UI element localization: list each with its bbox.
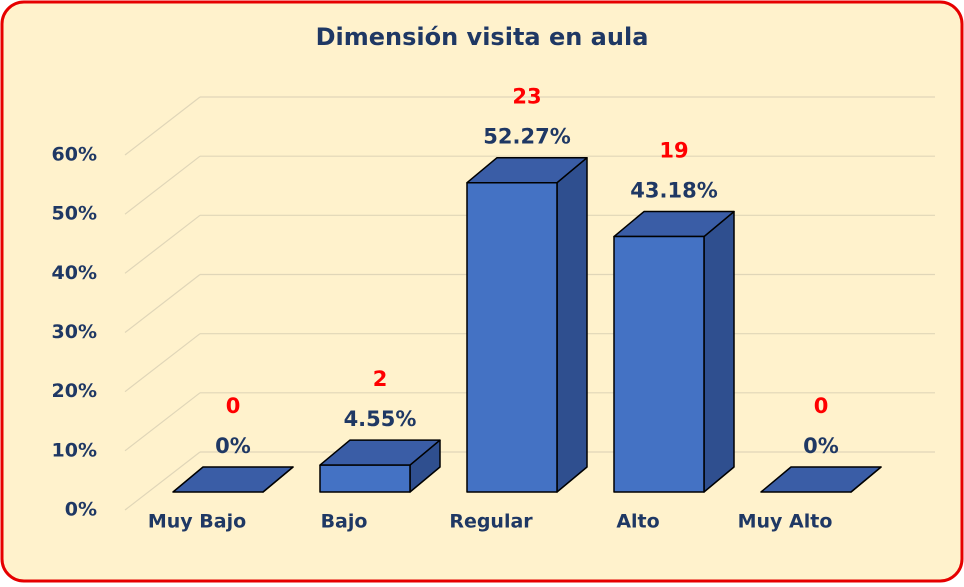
y-tick-label: 60% (52, 144, 97, 166)
x-tick-label: Regular (449, 511, 533, 533)
bar-top (172, 466, 294, 493)
count-label: 0 (814, 394, 829, 418)
grid-line (124, 451, 201, 511)
bar-side (703, 210, 735, 493)
chart-title: Dimensión visita en aula (316, 23, 649, 51)
bar (613, 235, 705, 493)
value-label: 4.55% (344, 407, 417, 431)
grid-line (124, 96, 201, 156)
y-tick-label: 50% (52, 203, 97, 225)
count-label: 2 (373, 367, 388, 391)
x-tick-label: Muy Bajo (148, 511, 246, 533)
grid-line (124, 392, 201, 452)
value-label: 0% (215, 434, 251, 458)
bar-side (556, 156, 588, 493)
count-label: 0 (226, 394, 241, 418)
count-label: 23 (512, 85, 541, 109)
y-tick-label: 0% (65, 499, 97, 521)
bar (319, 464, 411, 493)
y-tick-label: 30% (52, 321, 97, 343)
grid-line (124, 214, 201, 274)
value-label: 0% (803, 434, 839, 458)
y-tick-label: 40% (52, 262, 97, 284)
bar (466, 181, 558, 493)
grid-line (124, 333, 201, 393)
x-tick-label: Bajo (321, 511, 368, 533)
value-label: 43.18% (630, 179, 717, 203)
grid-line (124, 274, 201, 333)
grid-line (124, 155, 201, 215)
value-label: 52.27% (483, 125, 570, 149)
y-tick-label: 10% (52, 439, 97, 461)
bar-top (760, 466, 882, 493)
x-tick-label: Alto (616, 511, 659, 533)
y-tick-label: 20% (52, 380, 97, 402)
count-label: 19 (659, 139, 688, 163)
x-tick-label: Muy Alto (738, 511, 833, 533)
